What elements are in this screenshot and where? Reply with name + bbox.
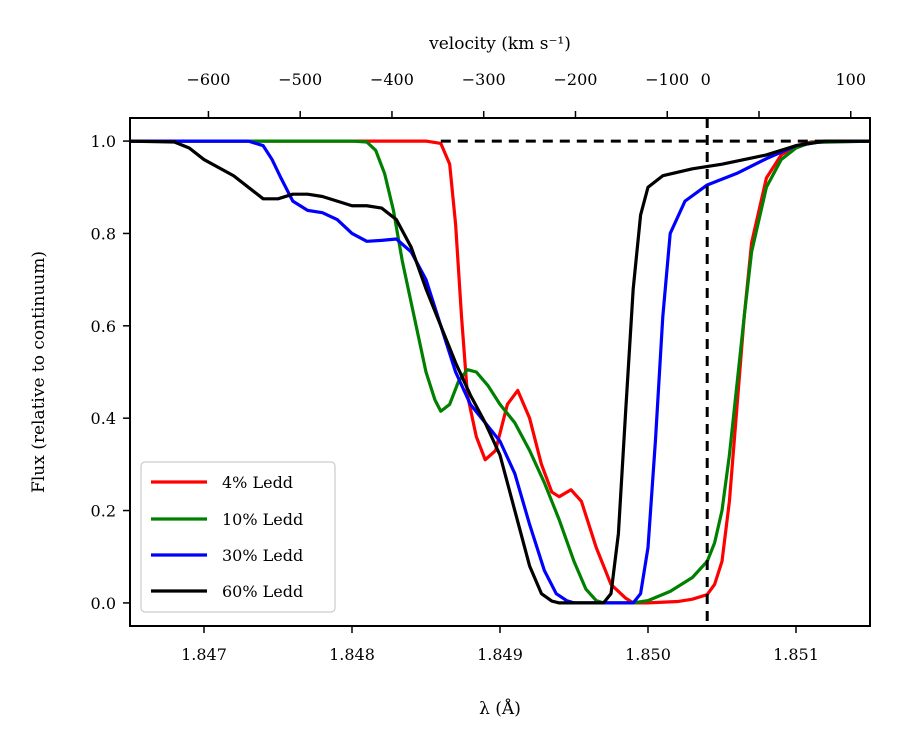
top-tick-label: −300: [462, 70, 506, 89]
top-tick-label: −400: [370, 70, 414, 89]
legend-label-10pct: 10% Ledd: [222, 510, 303, 529]
top-tick-label: −200: [554, 70, 598, 89]
top-x-axis-label: velocity (km s⁻¹): [428, 34, 571, 54]
y-tick-label: 0.2: [91, 502, 116, 521]
x-axis-label: λ (Å): [479, 698, 521, 719]
x-tick-label: 1.848: [329, 645, 375, 664]
top-tick-label: −500: [278, 70, 322, 89]
x-tick-label: 1.851: [773, 645, 819, 664]
legend-label-60pct: 60% Ledd: [222, 582, 303, 601]
y-tick-label: 0.0: [91, 594, 116, 613]
y-axis-label: Flux (relative to continuum): [29, 251, 49, 493]
x-tick-label: 1.847: [181, 645, 227, 664]
top-tick-label: −100: [645, 70, 689, 89]
legend: 4% Ledd 10% Ledd 30% Ledd 60% Ledd: [141, 462, 335, 612]
legend-label-30pct: 30% Ledd: [222, 546, 303, 565]
y-tick-label: 1.0: [91, 132, 116, 151]
legend-label-4pct: 4% Ledd: [222, 473, 293, 492]
top-tick-label: −600: [186, 70, 230, 89]
y-tick-label: 0.4: [91, 409, 116, 428]
top-tick-label: 0: [701, 70, 711, 89]
y-tick-label: 0.8: [91, 224, 116, 243]
y-tick-label: 0.6: [91, 317, 116, 336]
top-tick-label: 100: [835, 70, 866, 89]
x-tick-label: 1.850: [625, 645, 671, 664]
x-tick-label: 1.849: [477, 645, 523, 664]
